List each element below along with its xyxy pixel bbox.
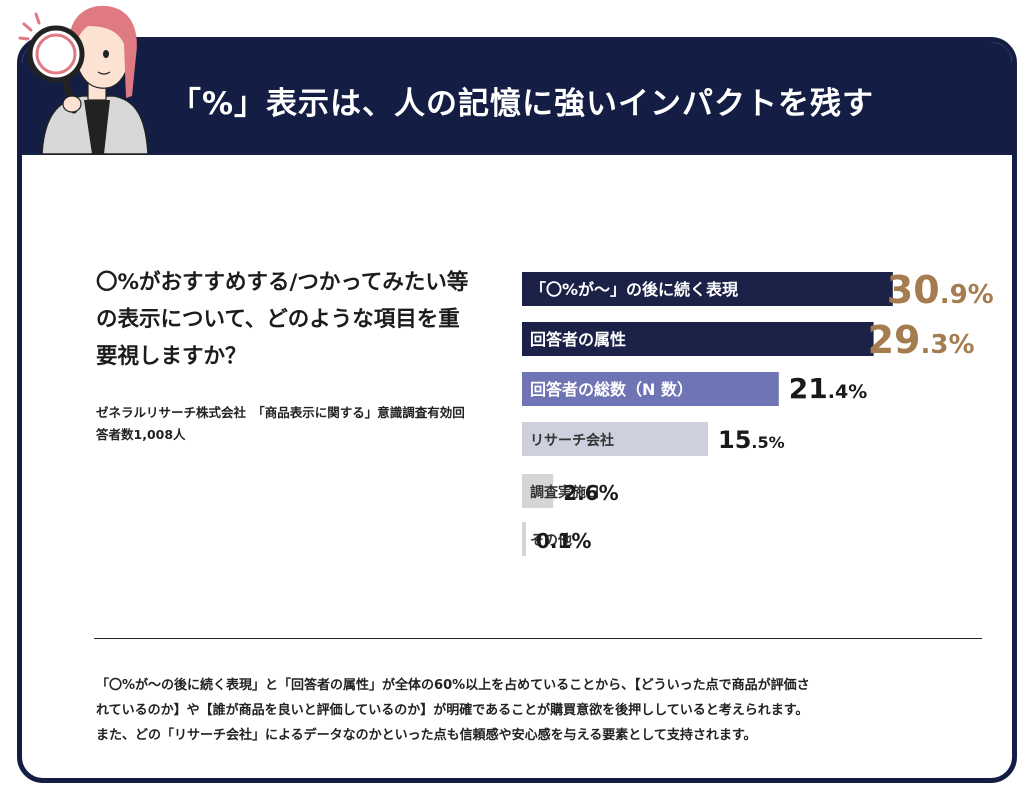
bar-1 <box>522 322 874 356</box>
survey-question: 〇%がおすすめする/つかってみたい等の表示について、どのような項目を重要視します… <box>96 270 469 369</box>
value-label-5: 0.1% <box>536 529 591 553</box>
bar-3 <box>522 422 708 456</box>
mascot-magnifier-icon <box>18 5 149 155</box>
category-label-0: 「〇%が〜」の後に続く表現 <box>530 280 738 299</box>
bar-chart: 「〇%が〜」の後に続く表現 30.9% 回答者の属性 29.3% 回答者の総数（N 数）… <box>522 268 994 556</box>
value-label-1: 29.3% <box>868 318 975 362</box>
summary-text: 「〇%が〜の後に続く表現」と「回答者の属性」が全体の60%以上を占めていることか… <box>96 673 986 748</box>
bar-4 <box>522 474 554 508</box>
summary-line-1: 「〇%が〜の後に続く表現」と「回答者の属性」が全体の60%以上を占めていることか… <box>96 678 810 693</box>
category-label-5: その他 <box>530 532 572 549</box>
bar-2 <box>522 372 779 406</box>
sparkle-icon <box>18 12 41 41</box>
value-label-3: 15.5% <box>718 426 785 454</box>
value-label-4: 2.6% <box>563 481 618 505</box>
category-label-1: 回答者の属性 <box>530 330 626 349</box>
bar-5 <box>522 522 526 556</box>
value-label-0: 30.9% <box>887 268 994 312</box>
bar-0 <box>522 272 893 306</box>
category-label-2: 回答者の総数（N 数） <box>530 380 693 399</box>
survey-source: ゼネラルリサーチ株式会社 「商品表示に関する」意識調査有効回答者数1,008人 <box>96 405 465 442</box>
summary-line-3: また、どの「リサーチ会社」によるデータなのかといった点も信頼感や安心感を与える要… <box>96 728 757 743</box>
divider <box>94 638 982 639</box>
category-label-4: 調査実施日 <box>530 484 600 501</box>
infographic-card: 「%」表示は、人の記憶に強いインパクトを残す 〇%がおすすめする/つかってみたい… <box>17 37 1017 783</box>
value-label-2: 21.4% <box>789 372 867 405</box>
summary-line-2: れているのか】や【誰が商品を良いと評価しているのか】が明確であることが購買意欲を… <box>96 703 809 718</box>
page-title: 「%」表示は、人の記憶に強いインパクトを残す <box>170 86 875 122</box>
category-label-3: リサーチ会社 <box>530 432 614 449</box>
header-banner: 「%」表示は、人の記憶に強いインパクトを残す <box>22 42 1012 155</box>
